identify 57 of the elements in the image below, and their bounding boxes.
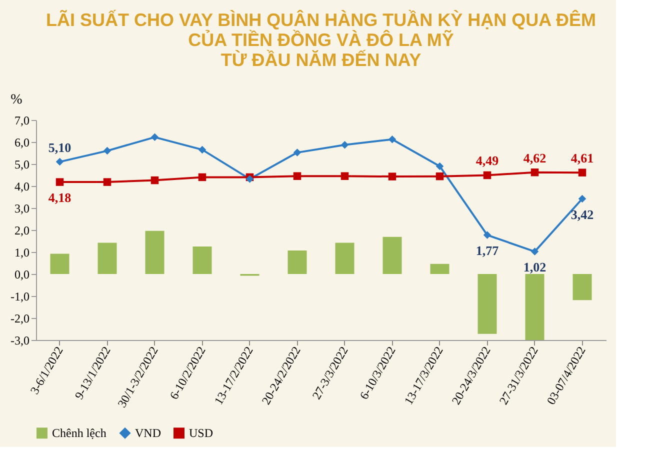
y-tick-label: 0,0 — [14, 268, 30, 282]
bar — [98, 242, 117, 274]
point — [483, 171, 492, 180]
bar — [478, 274, 497, 334]
point — [340, 172, 349, 180]
point — [56, 178, 64, 186]
bar — [288, 250, 307, 274]
point — [388, 172, 396, 180]
point — [530, 168, 539, 176]
bar — [572, 274, 592, 300]
y-tick-label: 1,0 — [14, 246, 30, 260]
data-label: 4,61 — [570, 150, 594, 166]
y-tick-label: 5,0 — [14, 158, 30, 172]
point — [56, 158, 64, 166]
point — [198, 173, 206, 182]
chart-title: LÃI SUẤT CHO VAY BÌNH QUÂN HÀNG TUẦN KỲ HẠN QUA ĐÊM CỦA TIỀN ĐỒNG VÀ ĐÔ LA MỸ TỪ ĐẦU NĂM ĐẾN NAY — [46, 9, 596, 70]
bar — [382, 236, 402, 274]
point — [388, 135, 396, 144]
point — [436, 172, 444, 180]
y-tick-label: 7,0 — [14, 114, 30, 128]
y-tick-label: 4,0 — [14, 180, 30, 194]
bar — [145, 230, 164, 274]
y-tick-label: -2,0 — [10, 312, 30, 326]
bar — [192, 246, 212, 274]
y-tick-label: -1,0 — [10, 290, 30, 304]
point — [150, 176, 159, 184]
point — [293, 172, 302, 180]
point — [103, 146, 112, 155]
y-tick-label: 2,0 — [14, 224, 30, 238]
y-axis-title: % — [10, 92, 23, 108]
data-label: 3,42 — [570, 206, 594, 222]
legend-label: VND — [135, 426, 162, 440]
point — [103, 178, 112, 186]
legend-label: Chênh lệch — [52, 426, 106, 440]
bar — [335, 242, 354, 274]
legend-label: USD — [189, 426, 214, 440]
point — [483, 231, 492, 239]
y-tick-label: 3,0 — [14, 202, 30, 216]
point — [340, 140, 349, 149]
data-label: 1,02 — [523, 260, 546, 275]
point — [578, 168, 586, 176]
point — [436, 162, 444, 170]
data-label: 4,49 — [476, 153, 500, 168]
data-label: 1,77 — [476, 243, 500, 258]
point — [578, 194, 586, 203]
point — [150, 133, 159, 142]
bar — [525, 274, 544, 340]
data-label: 4,18 — [48, 190, 72, 206]
point — [293, 148, 302, 156]
bar — [50, 254, 70, 274]
bar — [430, 264, 450, 274]
point — [198, 146, 206, 154]
data-label: 4,62 — [523, 150, 546, 166]
y-tick-label: -3,0 — [10, 334, 30, 348]
y-tick-label: 6,0 — [14, 136, 30, 150]
data-label: 5,10 — [48, 140, 72, 155]
point — [530, 248, 539, 256]
